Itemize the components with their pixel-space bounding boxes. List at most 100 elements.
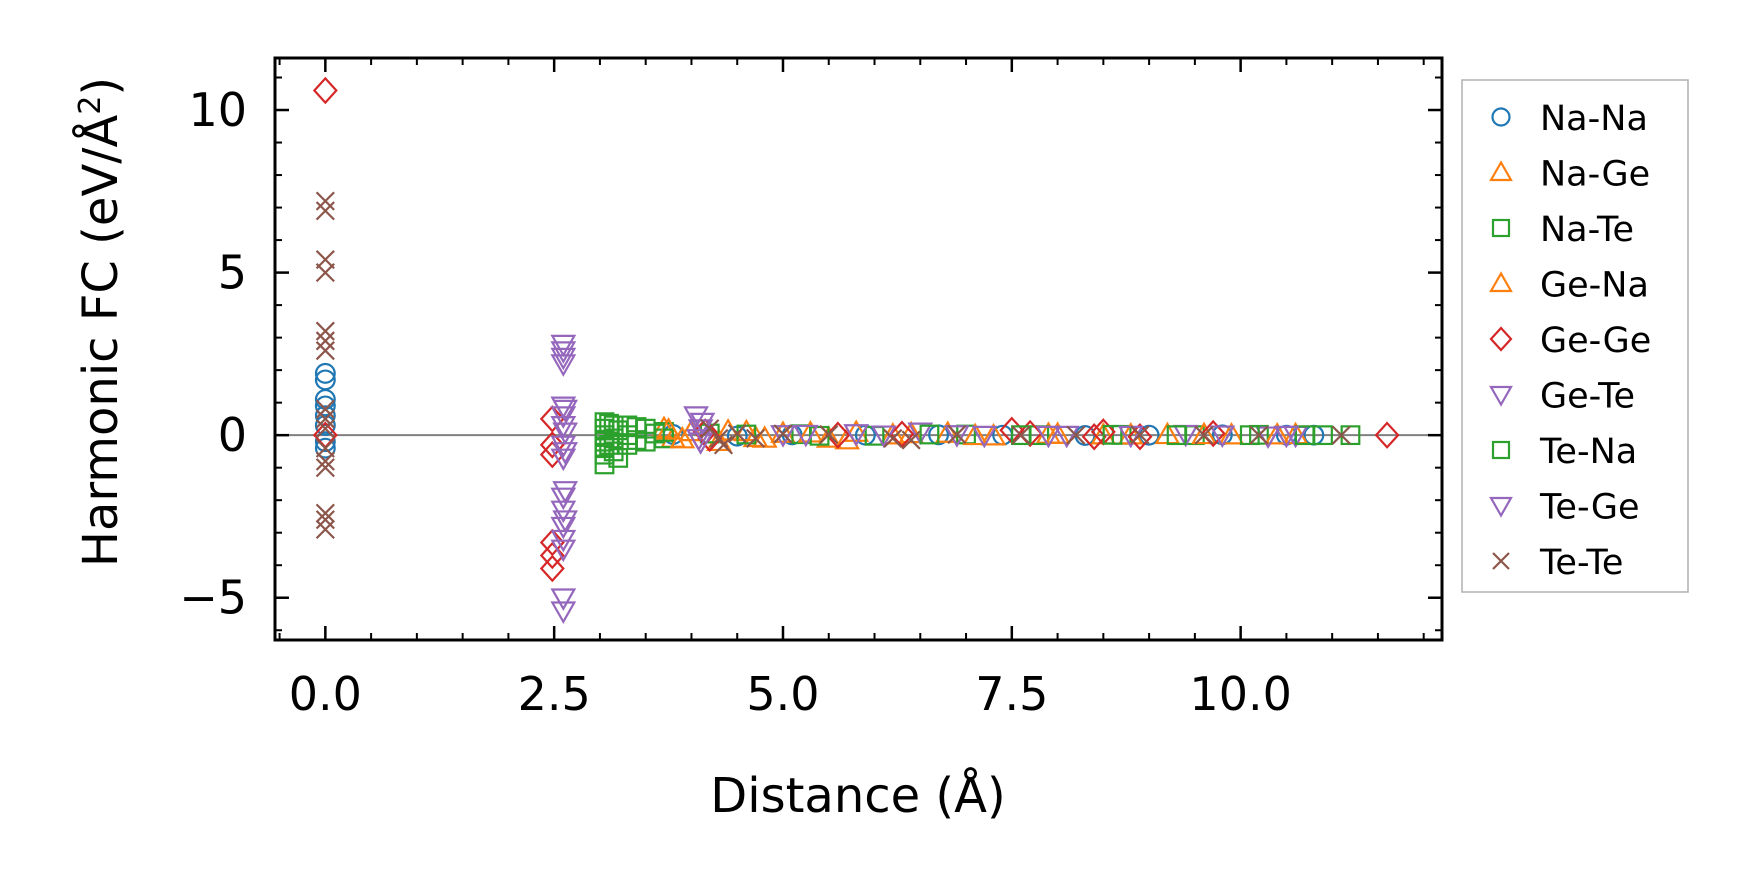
legend: Na-Na Na-Ge Na-Te Ge-Na Ge-Ge Ge-Te Te-Na Te-Ge… (1461, 79, 1689, 593)
y-tick-label: 0 (218, 408, 247, 462)
data-point-te-na (919, 424, 940, 445)
data-point-te-te (1066, 425, 1086, 445)
data-point-te-te (315, 321, 335, 341)
data-point-ge-ge (1200, 419, 1226, 448)
data-point-na-ge (843, 419, 870, 442)
data-point-ge-ge (1374, 421, 1400, 449)
data-point-te-te (745, 428, 766, 448)
data-point-te-te (315, 399, 335, 419)
tick-labels: 0.0 2.5 5.0 7.5 10.0 −5 0 5 10 (179, 83, 1292, 721)
data-point-te-te (315, 458, 335, 478)
legend-label-te-te: Te-Te (1539, 543, 1623, 583)
x-tick-label: 5.0 (746, 667, 819, 721)
y-axis-label-close: ) (73, 77, 129, 96)
data-point-te-ge (792, 424, 819, 448)
data-point-ge-te (550, 341, 577, 364)
data-point-te-na (1294, 425, 1315, 446)
data-point-te-te (1011, 425, 1031, 445)
data-point-te-te (727, 423, 747, 444)
y-tick-label: 5 (218, 246, 247, 300)
data-point-te-te (315, 263, 335, 283)
data-point-te-te (1249, 425, 1269, 445)
legend-entry-te-ge: Te-Ge (1489, 488, 1640, 528)
data-point-ge-te (550, 435, 577, 459)
data-point-te-te (315, 191, 335, 211)
data-point-ge-te (550, 539, 577, 563)
data-point-te-te (819, 424, 839, 445)
data-point-ge-te (550, 448, 577, 472)
legend-label-ge-na: Ge-Na (1540, 266, 1649, 306)
legend-label-ge-ge: Ge-Ge (1540, 321, 1651, 361)
legend-label-na-ge: Na-Ge (1540, 155, 1650, 195)
legend-label-ge-te: Ge-Te (1540, 377, 1635, 417)
data-point-te-na (608, 448, 629, 468)
data-point-ge-ge (539, 554, 565, 583)
x-tick-label: 7.5 (975, 667, 1048, 721)
data-point-ge-ge (1081, 423, 1107, 451)
x-tick-label: 2.5 (518, 667, 591, 721)
data-point-ge-te (843, 424, 870, 447)
legend-label-na-na: Na-Na (1540, 99, 1648, 139)
legend-marker-na-na (1491, 107, 1511, 127)
legend-entry-na-te: Na-Te (1491, 210, 1634, 250)
data-point-na-ge (770, 420, 796, 443)
x-axis-label: Distance (Å) (710, 767, 1005, 824)
data-point-te-ge (1209, 425, 1236, 449)
data-point-ge-te (550, 588, 577, 611)
data-point-ge-ge (539, 405, 565, 433)
legend-entry-na-na: Na-Na (1491, 99, 1648, 139)
legend-marker-ge-te (1489, 385, 1513, 407)
data-point-ge-te (770, 425, 796, 448)
data-point-na-na (314, 437, 336, 459)
data-point-te-ge (552, 510, 579, 533)
data-point-ge-ge (1127, 423, 1153, 451)
data-point-na-ge (815, 425, 842, 448)
x-tick-label: 0.0 (289, 667, 362, 721)
legend-entry-te-na: Te-Na (1491, 432, 1637, 472)
data-point-te-na (1166, 425, 1187, 446)
data-point-te-te (315, 503, 335, 523)
data-point-te-te (1130, 425, 1150, 445)
data-point-te-te (315, 409, 335, 429)
legend-marker-te-na (1491, 440, 1511, 460)
legend-marker-na-ge (1489, 160, 1513, 182)
data-point-te-na (644, 423, 665, 444)
data-point-te-te (315, 419, 335, 439)
legend-label-te-ge: Te-Ge (1539, 488, 1640, 528)
legend-entry-te-te: Te-Te (1492, 543, 1623, 583)
x-tick-label: 10.0 (1189, 667, 1291, 721)
data-point-ge-na (898, 420, 925, 444)
data-point-te-te (315, 519, 335, 540)
data-point-ge-te (550, 516, 577, 540)
y-tick-label: −5 (179, 571, 247, 625)
data-point-te-te (713, 435, 734, 455)
data-point-ge-na (1044, 421, 1071, 444)
data-point-ge-te (550, 354, 577, 377)
data-point-te-ge (1273, 425, 1300, 449)
data-point-te-ge (552, 481, 579, 504)
plot-frame (273, 56, 1444, 642)
y-axis-label: Harmonic FC (eV/Å2) (72, 77, 129, 567)
legend-entry-ge-ge: Ge-Ge (1489, 321, 1651, 361)
data-point-ge-te (550, 334, 577, 358)
data-point-ge-ge (539, 431, 565, 459)
data-point-te-ge (552, 399, 579, 423)
legend-label-te-na: Te-Na (1539, 432, 1637, 472)
data-point-na-ge (1218, 421, 1245, 445)
series-te-te (315, 191, 1351, 540)
data-point-ge-na (742, 424, 769, 448)
data-point-ge-te (550, 347, 577, 371)
data-point-ge-na (669, 425, 696, 449)
legend-items: Na-Na Na-Ge Na-Te Ge-Na Ge-Ge Ge-Te Te-Na Te-Ge… (1489, 99, 1651, 583)
data-point-te-te (315, 331, 335, 351)
legend-marker-ge-na (1489, 271, 1513, 293)
data-point-ge-te (971, 425, 998, 449)
data-point-ge-na (1264, 421, 1291, 445)
data-point-te-te (315, 451, 335, 471)
data-point-te-te (315, 201, 335, 221)
data-points (312, 76, 1400, 624)
data-point-te-na (1011, 425, 1031, 446)
y-axis-label-superscript: 2 (73, 96, 108, 115)
